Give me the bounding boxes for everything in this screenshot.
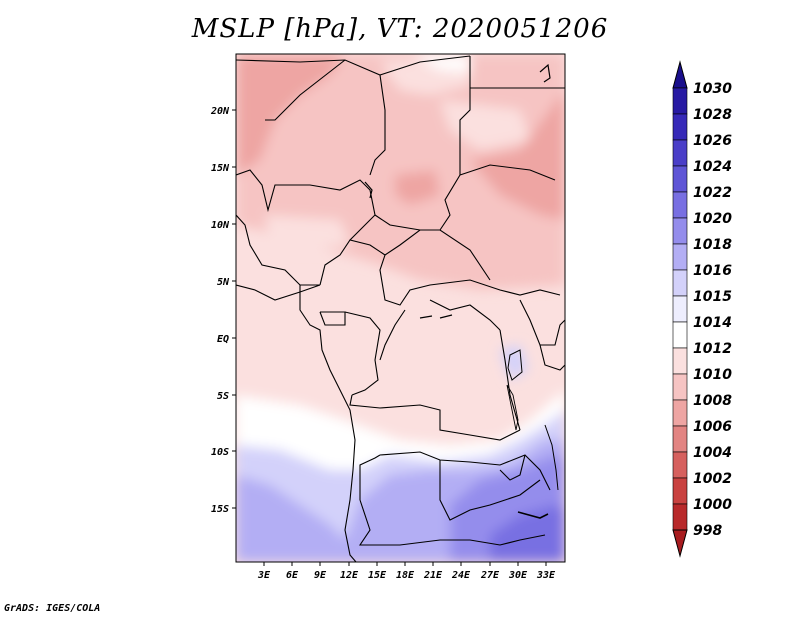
colorbar-min-arrow [672, 529, 688, 558]
grads-credit: GrADS: IGES/COLA [4, 603, 101, 614]
colorbar-label: 1026 [693, 133, 732, 149]
colorbar-label: 1004 [693, 445, 732, 461]
lon-label: 24E [451, 570, 471, 581]
colorbar-segment [672, 503, 688, 531]
lat-label: 15N [211, 163, 230, 174]
colorbar-segment [672, 321, 688, 349]
lon-label: 27E [480, 570, 500, 581]
latitude-axis: 20N 15N 10N 5N EQ 5S 10S 15S [210, 106, 236, 515]
colorbar-label: 1006 [693, 419, 732, 435]
lon-label: 21E [423, 570, 443, 581]
colorbar-segment [672, 243, 688, 271]
colorbar-label: 1016 [693, 263, 732, 279]
colorbar-label: 1030 [693, 81, 732, 97]
colorbar-segment [672, 451, 688, 479]
colorbar-segment [672, 347, 688, 375]
colorbar-label: 1010 [693, 367, 732, 383]
lon-label: 12E [340, 570, 359, 581]
lon-label: 18E [396, 570, 415, 581]
lon-label: 9E [314, 570, 327, 581]
colorbar-segment [672, 399, 688, 427]
colorbar-max-arrow [672, 60, 688, 89]
lon-label: 33E [536, 570, 556, 581]
lat-label: 10N [211, 220, 230, 231]
colorbar-label: 1014 [693, 315, 732, 331]
colorbar-label: 1028 [693, 107, 732, 123]
lat-label: 20N [210, 106, 230, 117]
lat-label: 5N [217, 277, 230, 288]
colorbar-segment [672, 425, 688, 453]
lon-label: 30E [508, 570, 528, 581]
country-borders [236, 55, 565, 562]
colorbar-label: 1015 [693, 289, 732, 305]
colorbar-label: 1022 [693, 185, 732, 201]
colorbar-label: 1008 [693, 393, 732, 409]
pressure-field [236, 54, 565, 562]
lat-label: 10S [211, 447, 229, 458]
colorbar-segment [672, 477, 688, 505]
colorbar-label: 1002 [693, 471, 732, 487]
lon-label: 3E [257, 570, 271, 581]
colorbar-segment [672, 87, 688, 115]
colorbar-segment [672, 269, 688, 297]
lat-label: EQ [217, 334, 229, 345]
colorbar-label: 1018 [693, 237, 732, 253]
colorbar: 1030 1028 1026 1024 1022 1020 1018 1016 … [672, 60, 732, 558]
colorbar-segment [672, 191, 688, 219]
colorbar-segment [672, 139, 688, 167]
longitude-axis: 3E 6E 9E 12E 15E 18E 21E 24E 27E 30E 33E [257, 562, 556, 581]
colorbar-label: 1000 [693, 497, 732, 513]
colorbar-segment [672, 165, 688, 193]
lat-label: 5S [217, 391, 229, 402]
map-frame [235, 53, 566, 563]
colorbar-segment [672, 217, 688, 245]
colorbar-label: 1012 [693, 341, 732, 357]
colorbar-segment [672, 373, 688, 401]
lon-label: 15E [368, 570, 387, 581]
colorbar-label: 1024 [693, 159, 732, 175]
colorbar-segment [672, 295, 688, 323]
colorbar-label: 998 [693, 523, 722, 539]
map-title: MSLP [hPa], VT: 2020051206 [191, 14, 609, 44]
lon-label: 6E [286, 570, 299, 581]
lat-label: 15S [211, 504, 229, 515]
colorbar-segment [672, 113, 688, 141]
colorbar-label: 1020 [693, 211, 732, 227]
